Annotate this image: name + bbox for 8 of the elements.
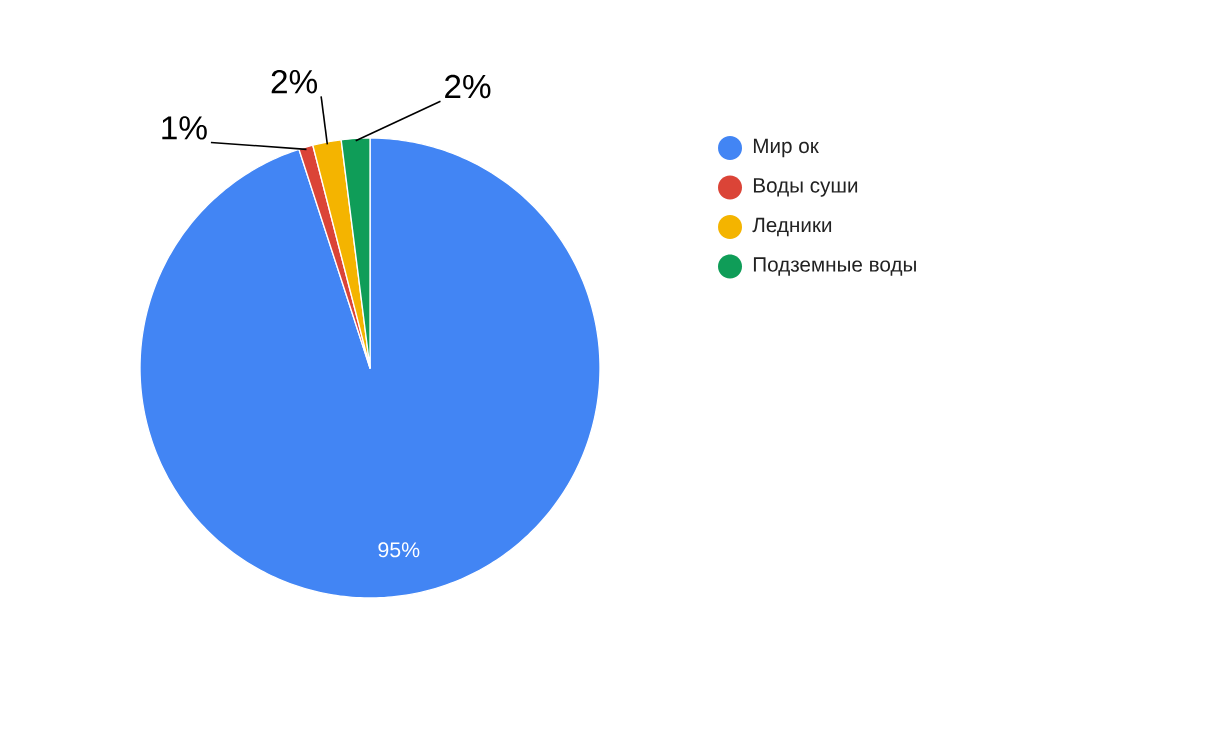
data-label: 1% <box>162 116 207 140</box>
data-label: 2% <box>445 74 491 99</box>
legend-label: Мир ок <box>753 138 819 158</box>
legend-label: Ледники <box>752 217 832 237</box>
legend-label: Воды суши <box>753 178 858 197</box>
data-label: 95% <box>378 542 420 558</box>
data-label: 2% <box>271 69 318 94</box>
legend-label: Подземные воды <box>753 257 916 276</box>
